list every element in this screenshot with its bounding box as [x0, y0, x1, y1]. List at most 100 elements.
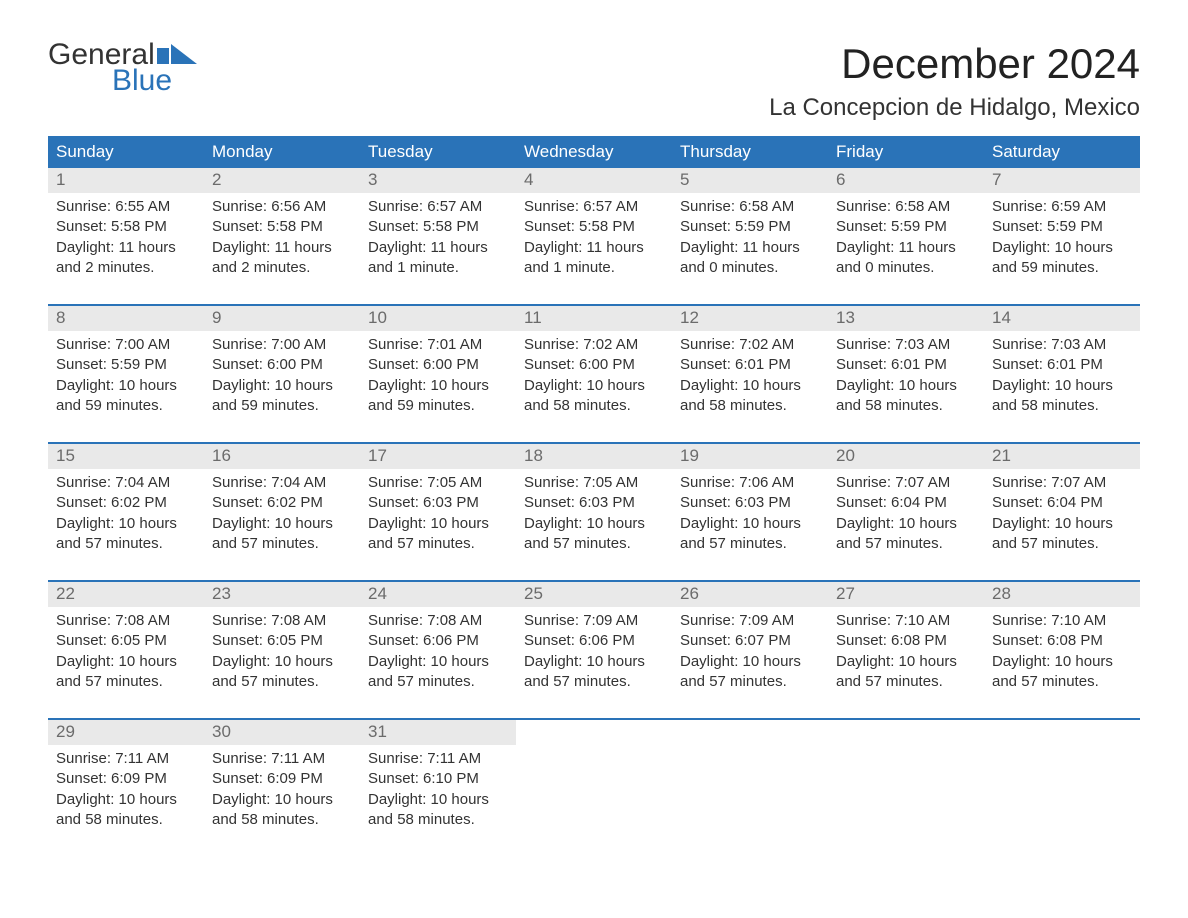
- sunrise-text: Sunrise: 7:10 AM: [992, 611, 1132, 631]
- day-cell: 15Sunrise: 7:04 AMSunset: 6:02 PMDayligh…: [48, 444, 204, 562]
- daylight-text-2: and 58 minutes.: [56, 810, 196, 830]
- sunrise-text: Sunrise: 7:05 AM: [524, 473, 664, 493]
- day-cell: 23Sunrise: 7:08 AMSunset: 6:05 PMDayligh…: [204, 582, 360, 700]
- day-info: Sunrise: 7:09 AMSunset: 6:06 PMDaylight:…: [516, 607, 672, 692]
- sunset-text: Sunset: 6:06 PM: [524, 631, 664, 651]
- daylight-text-2: and 57 minutes.: [212, 534, 352, 554]
- sunset-text: Sunset: 5:58 PM: [524, 217, 664, 237]
- sunrise-text: Sunrise: 7:11 AM: [56, 749, 196, 769]
- day-info: Sunrise: 7:08 AMSunset: 6:05 PMDaylight:…: [204, 607, 360, 692]
- daylight-text-2: and 57 minutes.: [56, 672, 196, 692]
- day-info: Sunrise: 7:01 AMSunset: 6:00 PMDaylight:…: [360, 331, 516, 416]
- day-number: 20: [828, 444, 984, 469]
- day-cell: 19Sunrise: 7:06 AMSunset: 6:03 PMDayligh…: [672, 444, 828, 562]
- calendar-week: 1Sunrise: 6:55 AMSunset: 5:58 PMDaylight…: [48, 168, 1140, 286]
- sunset-text: Sunset: 6:08 PM: [992, 631, 1132, 651]
- day-info: Sunrise: 7:07 AMSunset: 6:04 PMDaylight:…: [828, 469, 984, 554]
- day-info: Sunrise: 7:05 AMSunset: 6:03 PMDaylight:…: [516, 469, 672, 554]
- sunrise-text: Sunrise: 6:59 AM: [992, 197, 1132, 217]
- month-title: December 2024: [769, 40, 1140, 88]
- brand-word-2: Blue: [112, 66, 197, 96]
- weekday-header: Tuesday: [360, 136, 516, 168]
- sunrise-text: Sunrise: 7:10 AM: [836, 611, 976, 631]
- sunrise-text: Sunrise: 7:05 AM: [368, 473, 508, 493]
- day-number: 2: [204, 168, 360, 193]
- day-info: Sunrise: 6:57 AMSunset: 5:58 PMDaylight:…: [360, 193, 516, 278]
- brand-logo: General Blue: [48, 40, 197, 96]
- sunset-text: Sunset: 6:07 PM: [680, 631, 820, 651]
- daylight-text-1: Daylight: 10 hours: [680, 514, 820, 534]
- day-number: 5: [672, 168, 828, 193]
- header: General Blue December 2024 La Concepcion…: [48, 40, 1140, 122]
- daylight-text-1: Daylight: 10 hours: [992, 238, 1132, 258]
- day-number: 28: [984, 582, 1140, 607]
- sunset-text: Sunset: 6:09 PM: [212, 769, 352, 789]
- daylight-text-1: Daylight: 11 hours: [524, 238, 664, 258]
- daylight-text-1: Daylight: 11 hours: [680, 238, 820, 258]
- day-number: 21: [984, 444, 1140, 469]
- day-number: 10: [360, 306, 516, 331]
- day-number: 16: [204, 444, 360, 469]
- day-cell: 12Sunrise: 7:02 AMSunset: 6:01 PMDayligh…: [672, 306, 828, 424]
- weekday-header: Monday: [204, 136, 360, 168]
- day-number: 12: [672, 306, 828, 331]
- daylight-text-1: Daylight: 10 hours: [212, 376, 352, 396]
- sunset-text: Sunset: 6:00 PM: [368, 355, 508, 375]
- daylight-text-1: Daylight: 10 hours: [992, 652, 1132, 672]
- daylight-text-2: and 59 minutes.: [368, 396, 508, 416]
- weekday-header: Thursday: [672, 136, 828, 168]
- sunrise-text: Sunrise: 7:03 AM: [992, 335, 1132, 355]
- day-number: 15: [48, 444, 204, 469]
- sunrise-text: Sunrise: 7:02 AM: [524, 335, 664, 355]
- daylight-text-2: and 57 minutes.: [212, 672, 352, 692]
- day-info: Sunrise: 7:10 AMSunset: 6:08 PMDaylight:…: [984, 607, 1140, 692]
- daylight-text-1: Daylight: 11 hours: [212, 238, 352, 258]
- day-info: Sunrise: 7:10 AMSunset: 6:08 PMDaylight:…: [828, 607, 984, 692]
- sunrise-text: Sunrise: 7:09 AM: [524, 611, 664, 631]
- sunrise-text: Sunrise: 6:57 AM: [524, 197, 664, 217]
- daylight-text-2: and 57 minutes.: [992, 534, 1132, 554]
- day-number: 18: [516, 444, 672, 469]
- sunset-text: Sunset: 6:02 PM: [212, 493, 352, 513]
- sunset-text: Sunset: 6:04 PM: [836, 493, 976, 513]
- day-cell: 25Sunrise: 7:09 AMSunset: 6:06 PMDayligh…: [516, 582, 672, 700]
- daylight-text-2: and 57 minutes.: [680, 672, 820, 692]
- day-number: 24: [360, 582, 516, 607]
- sunset-text: Sunset: 6:03 PM: [524, 493, 664, 513]
- day-info: Sunrise: 7:06 AMSunset: 6:03 PMDaylight:…: [672, 469, 828, 554]
- day-cell: 5Sunrise: 6:58 AMSunset: 5:59 PMDaylight…: [672, 168, 828, 286]
- daylight-text-2: and 57 minutes.: [680, 534, 820, 554]
- sunrise-text: Sunrise: 7:03 AM: [836, 335, 976, 355]
- daylight-text-1: Daylight: 10 hours: [680, 652, 820, 672]
- daylight-text-1: Daylight: 10 hours: [368, 376, 508, 396]
- day-number: 29: [48, 720, 204, 745]
- sunrise-text: Sunrise: 6:58 AM: [836, 197, 976, 217]
- daylight-text-2: and 57 minutes.: [992, 672, 1132, 692]
- sunrise-text: Sunrise: 6:57 AM: [368, 197, 508, 217]
- day-cell: .: [828, 720, 984, 838]
- sunset-text: Sunset: 6:05 PM: [56, 631, 196, 651]
- day-cell: 29Sunrise: 7:11 AMSunset: 6:09 PMDayligh…: [48, 720, 204, 838]
- day-number: 25: [516, 582, 672, 607]
- daylight-text-1: Daylight: 10 hours: [836, 652, 976, 672]
- daylight-text-2: and 59 minutes.: [992, 258, 1132, 278]
- daylight-text-2: and 1 minute.: [368, 258, 508, 278]
- daylight-text-1: Daylight: 11 hours: [368, 238, 508, 258]
- sunset-text: Sunset: 5:58 PM: [212, 217, 352, 237]
- day-cell: 8Sunrise: 7:00 AMSunset: 5:59 PMDaylight…: [48, 306, 204, 424]
- sunrise-text: Sunrise: 7:08 AM: [368, 611, 508, 631]
- sunset-text: Sunset: 5:59 PM: [56, 355, 196, 375]
- day-cell: 3Sunrise: 6:57 AMSunset: 5:58 PMDaylight…: [360, 168, 516, 286]
- sunrise-text: Sunrise: 7:08 AM: [212, 611, 352, 631]
- daylight-text-1: Daylight: 10 hours: [680, 376, 820, 396]
- day-info: Sunrise: 7:04 AMSunset: 6:02 PMDaylight:…: [48, 469, 204, 554]
- sunrise-text: Sunrise: 7:01 AM: [368, 335, 508, 355]
- daylight-text-1: Daylight: 10 hours: [212, 790, 352, 810]
- day-info: Sunrise: 7:02 AMSunset: 6:00 PMDaylight:…: [516, 331, 672, 416]
- daylight-text-2: and 57 minutes.: [368, 672, 508, 692]
- sunrise-text: Sunrise: 6:56 AM: [212, 197, 352, 217]
- day-cell: 11Sunrise: 7:02 AMSunset: 6:00 PMDayligh…: [516, 306, 672, 424]
- daylight-text-1: Daylight: 10 hours: [56, 514, 196, 534]
- sunset-text: Sunset: 6:09 PM: [56, 769, 196, 789]
- day-number: 1: [48, 168, 204, 193]
